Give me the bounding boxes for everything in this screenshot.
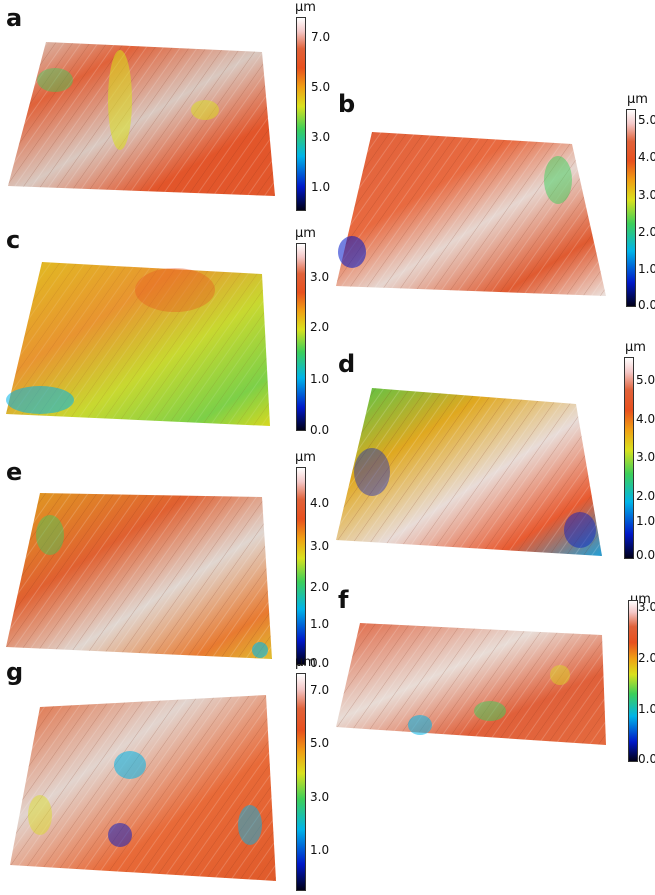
panel-label-b: b bbox=[338, 90, 356, 118]
unit-label-g: µm bbox=[295, 655, 316, 670]
tick-label: 1.0 bbox=[638, 262, 655, 276]
tick-label: 5.0 bbox=[310, 736, 330, 750]
tick-label: 3.0 bbox=[310, 539, 330, 553]
tick-label: 3.0 bbox=[310, 270, 330, 284]
tick-label: 7.0 bbox=[311, 30, 331, 44]
unit-label-d: µm bbox=[625, 340, 646, 355]
tick-label: 3.0 bbox=[310, 790, 330, 804]
surface-map-d bbox=[336, 388, 602, 556]
tick-label: 7.0 bbox=[310, 683, 330, 697]
tick-label: 4.0 bbox=[310, 496, 330, 510]
tick-label: 3.0 bbox=[638, 188, 655, 202]
panel-label-f: f bbox=[338, 586, 349, 614]
unit-label-e: µm bbox=[295, 450, 316, 465]
tick-label: 3.0 bbox=[636, 450, 655, 464]
color-scale-a bbox=[296, 17, 306, 211]
tick-label: 2.0 bbox=[638, 225, 655, 239]
tick-label: 2.0 bbox=[310, 320, 330, 334]
panel-label-g: g bbox=[6, 658, 24, 686]
color-scale-f bbox=[628, 600, 638, 762]
tick-label: 2.0 bbox=[636, 489, 655, 503]
surface-map-b bbox=[336, 132, 606, 296]
unit-label-a: µm bbox=[295, 0, 316, 15]
tick-label: 3.0 bbox=[638, 600, 655, 614]
tick-label: 1.0 bbox=[310, 372, 330, 386]
color-scale-g bbox=[296, 673, 306, 891]
tick-label: 5.0 bbox=[636, 373, 655, 387]
tick-label: 0.0 bbox=[638, 298, 655, 312]
tick-label: 0.0 bbox=[636, 548, 655, 562]
tick-label: 3.0 bbox=[311, 130, 331, 144]
tick-label: 2.0 bbox=[638, 651, 655, 665]
color-scale-e bbox=[296, 467, 306, 665]
color-scale-b bbox=[626, 109, 636, 307]
tick-label: 0.0 bbox=[638, 752, 655, 766]
panel-label-c: c bbox=[6, 226, 21, 254]
tick-label: 1.0 bbox=[638, 702, 655, 716]
surface-map-g bbox=[10, 695, 276, 881]
color-scale-c bbox=[296, 243, 306, 431]
tick-label: 5.0 bbox=[638, 113, 655, 127]
tick-label: 0.0 bbox=[310, 656, 330, 670]
tick-label: 1.0 bbox=[311, 180, 331, 194]
panel-label-a: a bbox=[6, 4, 23, 32]
surface-map-e bbox=[6, 493, 272, 659]
color-scale-d bbox=[624, 357, 634, 559]
panel-label-d: d bbox=[338, 350, 356, 378]
unit-label-b: µm bbox=[627, 92, 648, 107]
surface-map-a bbox=[8, 42, 275, 196]
tick-label: 2.0 bbox=[310, 580, 330, 594]
panel-label-e: e bbox=[6, 458, 23, 486]
tick-label: 1.0 bbox=[310, 617, 330, 631]
tick-label: 5.0 bbox=[311, 80, 331, 94]
tick-label: 4.0 bbox=[638, 150, 655, 164]
unit-label-c: µm bbox=[295, 226, 316, 241]
tick-label: 1.0 bbox=[636, 514, 655, 528]
surface-map-f bbox=[336, 623, 606, 745]
surface-map-c bbox=[6, 262, 270, 426]
tick-label: 4.0 bbox=[636, 412, 655, 426]
tick-label: 1.0 bbox=[310, 843, 330, 857]
tick-label: 0.0 bbox=[310, 423, 330, 437]
